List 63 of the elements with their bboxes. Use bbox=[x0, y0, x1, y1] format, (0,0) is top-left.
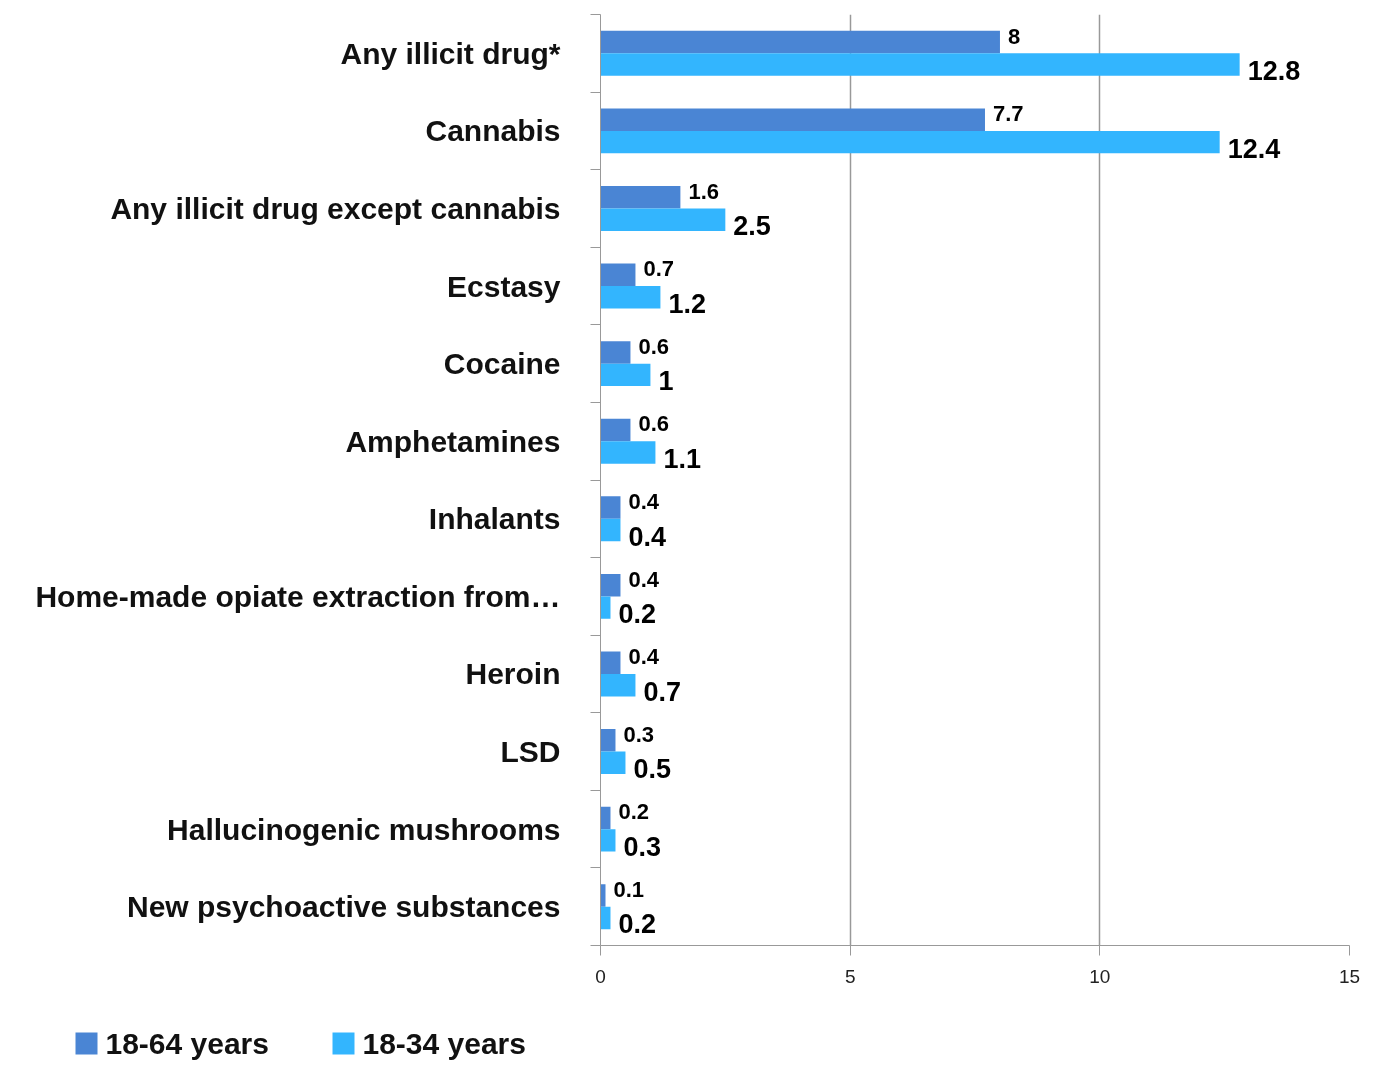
data-label: 12.8 bbox=[1247, 56, 1301, 87]
bar bbox=[600, 208, 726, 231]
legend-label: 18-64 years bbox=[105, 1027, 269, 1060]
data-label: 0.2 bbox=[618, 799, 650, 825]
bar bbox=[600, 496, 621, 519]
data-label: 2.5 bbox=[733, 211, 771, 242]
data-label: 1.1 bbox=[663, 443, 701, 474]
y-tick-label: Any illicit drug* bbox=[340, 36, 561, 70]
x-tick-label: 0 bbox=[595, 965, 606, 987]
data-label: 1.6 bbox=[688, 178, 719, 204]
y-tick-label: Cocaine bbox=[443, 347, 561, 381]
bar bbox=[600, 286, 661, 309]
y-tick-label: LSD bbox=[500, 735, 561, 769]
bar bbox=[600, 829, 616, 852]
bar bbox=[600, 441, 656, 464]
data-label: 1 bbox=[658, 366, 674, 397]
bar bbox=[600, 673, 636, 697]
data-label: 8 bbox=[1007, 23, 1021, 49]
x-tick-label: 5 bbox=[844, 965, 856, 987]
y-tick-label: Ecstasy bbox=[447, 269, 561, 303]
data-label: 0.4 bbox=[628, 521, 667, 552]
bar bbox=[600, 573, 621, 597]
legend-label: 18-34 years bbox=[362, 1027, 526, 1060]
data-label: 0.4 bbox=[628, 489, 660, 515]
bar bbox=[600, 108, 985, 131]
y-tick-label: New psychoactive substances bbox=[126, 890, 561, 924]
data-label: 12.4 bbox=[1227, 133, 1281, 164]
y-tick-label: Cannabis bbox=[425, 114, 561, 148]
x-tick-label: 10 bbox=[1089, 965, 1111, 987]
bar bbox=[600, 185, 681, 209]
bar bbox=[600, 751, 626, 775]
x-tick-label: 15 bbox=[1338, 965, 1361, 987]
bar bbox=[600, 363, 651, 387]
y-tick-label: Inhalants bbox=[428, 502, 561, 536]
bar bbox=[600, 729, 616, 752]
bar bbox=[600, 130, 1220, 154]
y-tick-label: Home-made opiate extraction from… bbox=[35, 579, 561, 613]
data-label: 7.7 bbox=[992, 101, 1024, 127]
bar bbox=[600, 418, 631, 442]
y-tick-label: Heroin bbox=[465, 657, 561, 691]
data-label: 0.7 bbox=[643, 676, 681, 707]
bar bbox=[600, 30, 1000, 54]
bar bbox=[600, 596, 611, 619]
data-label: 0.7 bbox=[643, 256, 675, 282]
data-label: 0.1 bbox=[613, 876, 645, 902]
bar bbox=[600, 651, 621, 674]
data-label: 0.4 bbox=[628, 644, 660, 670]
data-label: 1.2 bbox=[668, 288, 706, 319]
bar bbox=[600, 341, 631, 364]
data-label: 0.6 bbox=[638, 411, 670, 437]
data-label: 0.5 bbox=[633, 754, 672, 785]
data-label: 0.3 bbox=[623, 721, 655, 747]
bar bbox=[600, 263, 636, 287]
data-label: 0.2 bbox=[618, 909, 657, 940]
data-label: 0.3 bbox=[623, 831, 662, 862]
bar bbox=[600, 53, 1240, 76]
y-tick-label: Any illicit drug except cannabis bbox=[110, 191, 561, 225]
y-tick-label: Hallucinogenic mushrooms bbox=[167, 812, 561, 846]
data-label: 0.2 bbox=[618, 599, 657, 630]
data-label: 0.4 bbox=[628, 566, 660, 592]
bar bbox=[600, 518, 621, 542]
y-tick-label: Amphetamines bbox=[345, 424, 561, 458]
data-label: 0.6 bbox=[638, 333, 670, 359]
